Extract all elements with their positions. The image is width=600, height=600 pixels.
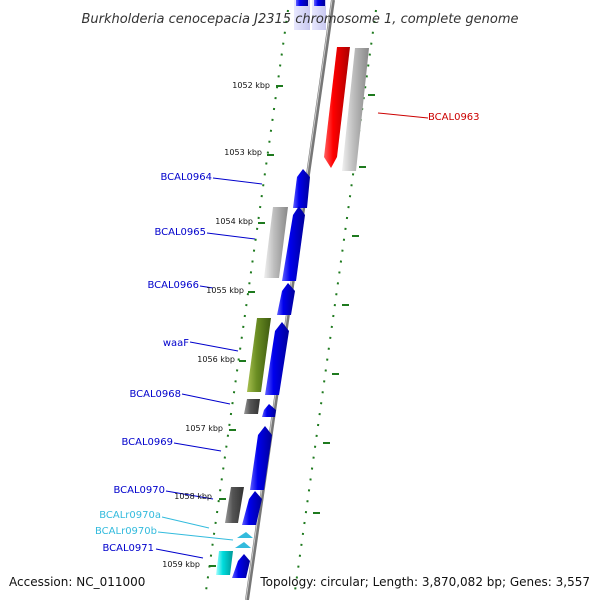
accession-label: Accession: NC_011000 [9, 575, 145, 589]
bcal0965-cds[interactable] [282, 206, 305, 281]
gene-label-bcal0970[interactable]: BCAL0970 [113, 485, 165, 496]
waaf-cds[interactable] [265, 322, 289, 395]
kbp-label-1052: 1052 kbp [232, 81, 270, 90]
bcal0968-dark-feature[interactable] [244, 399, 260, 414]
bcal0971-cds[interactable] [232, 554, 250, 578]
kbp-label-1058: 1058 kbp [174, 492, 212, 501]
gene-label-bcal0969[interactable]: BCAL0969 [121, 437, 173, 448]
gene-label-bcalr0970a[interactable]: BCALr0970a [99, 510, 161, 521]
gene-label-bcal0966[interactable]: BCAL0966 [147, 280, 199, 291]
bcal0970-cds[interactable] [242, 491, 262, 525]
gene-label-bcal0965[interactable]: BCAL0965 [154, 227, 206, 238]
gene-label-bcal0968[interactable]: BCAL0968 [129, 389, 181, 400]
left-major-ticks [209, 85, 283, 567]
kbp-label-1053: 1053 kbp [224, 148, 262, 157]
map-title: Burkholderia cenocepacia J2315 chromosom… [81, 12, 518, 27]
gene-label-bcal0963[interactable]: BCAL0963 [428, 112, 480, 123]
bcal0971-cyan-feature[interactable] [216, 551, 233, 575]
top-cds-stub-2 [314, 0, 325, 6]
leader-lines [155, 112, 429, 559]
top-cds-stub-1 [296, 0, 308, 6]
kbp-label-1055: 1055 kbp [206, 286, 244, 295]
bcal0965-gray-feature[interactable] [264, 207, 288, 278]
topology-label: Topology: circular; Length: 3,870,082 bp… [259, 575, 590, 589]
bcal0970-dark-feature[interactable] [225, 487, 244, 523]
faint-feature-2 [312, 0, 326, 30]
gene-label-bcal0971[interactable]: BCAL0971 [102, 543, 154, 554]
bcalr0970b-feature[interactable] [235, 542, 251, 548]
gene-label-waaf[interactable]: waaF [163, 338, 189, 349]
bcalr0970a-feature[interactable] [237, 532, 253, 538]
right-major-ticks [313, 94, 375, 514]
bcal0968-cds[interactable] [262, 404, 276, 417]
gene-label-bcal0964[interactable]: BCAL0964 [160, 172, 212, 183]
kbp-label-1056: 1056 kbp [197, 355, 235, 364]
bcal0963-cds[interactable] [324, 47, 350, 168]
gene-label-bcalr0970b[interactable]: BCALr0970b [95, 526, 157, 537]
bcal0964-cds[interactable] [293, 169, 310, 208]
bcal0963-gray-feature[interactable] [342, 48, 369, 171]
waaf-green-feature[interactable] [247, 318, 271, 392]
bcal0969-cds[interactable] [250, 426, 272, 490]
kbp-label-1057: 1057 kbp [185, 424, 223, 433]
kbp-label-1059: 1059 kbp [162, 560, 200, 569]
bcal0966-cds[interactable] [277, 283, 295, 315]
faint-feature-1 [294, 0, 310, 30]
kbp-label-1054: 1054 kbp [215, 217, 253, 226]
